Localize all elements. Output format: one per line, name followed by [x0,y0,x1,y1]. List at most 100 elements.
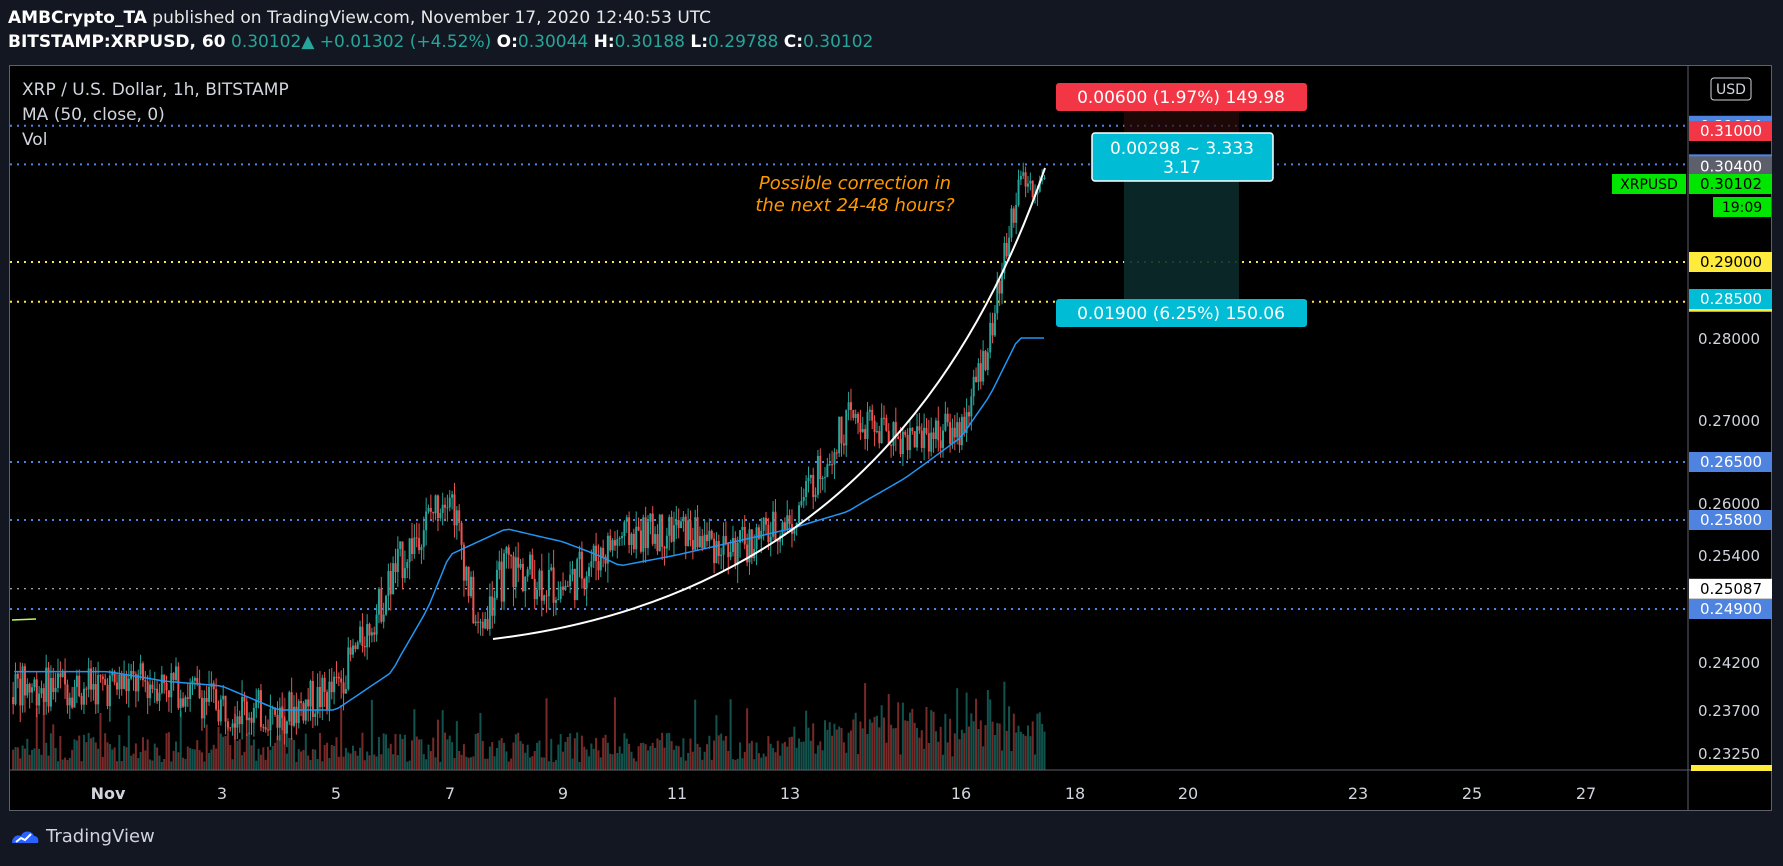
price-badge [1689,289,1772,309]
candle-body [375,614,378,635]
candle-body [651,513,654,544]
legend-vol[interactable]: Vol [22,130,48,150]
volume-bar [793,726,796,770]
volume-bar [87,732,90,770]
volume-bar [370,699,373,770]
volume-bar [418,739,421,770]
candle-body [198,682,201,698]
candle-body [807,477,810,482]
candle-body [519,563,522,568]
volume-bar [255,760,258,770]
candle-body [427,507,430,512]
candle-body [477,621,480,623]
volume-bar [377,737,380,770]
correction-annotation[interactable]: Possible correction in the next 24-48 ho… [740,173,970,217]
volume-bar [845,752,848,770]
volume-bar [278,734,281,770]
candle-body [415,537,418,539]
candle-body [750,529,753,559]
candle-body [930,432,933,452]
candle-body [616,539,619,546]
volume-bar [809,740,812,770]
legend-title[interactable]: XRP / U.S. Dollar, 1h, BITSTAMP [22,80,289,100]
volume-bar [436,719,439,770]
volume-bar [146,739,149,770]
volume-bar [191,749,194,770]
volume-bar [307,755,310,770]
candle-body [285,721,288,734]
candle-body [897,436,900,439]
volume-bar [361,732,364,770]
volume-bar [908,712,911,770]
candle-body [960,416,963,446]
candle-body [250,717,253,723]
candle-body [1041,179,1044,181]
volume-bar [762,753,765,770]
volume-bar [925,707,928,770]
volume-bar [300,751,303,770]
footer-brand[interactable]: TradingView [10,826,155,847]
volume-bar [753,759,756,770]
volume-bar [812,723,815,770]
legend-ma[interactable]: MA (50, close, 0) [22,105,165,125]
candle-body [262,726,265,728]
candle-body [14,673,17,705]
volume-bar [913,722,916,770]
volume-bar [231,759,234,770]
volume-bar [151,760,154,770]
candle-body [852,409,855,418]
volume-bar [153,743,156,770]
volume-bar [547,761,550,770]
chart-panel[interactable] [9,65,1772,811]
publisher-name[interactable]: AMBCrypto_TA [8,8,147,28]
volume-bar [828,722,831,770]
volume-bar [576,732,579,770]
candle-body [410,538,413,555]
volume-bar [241,755,244,770]
candle-body [672,525,675,542]
candle-body [54,687,57,693]
candle-body [545,595,548,597]
price-badge [1689,121,1772,141]
candle-body [156,688,159,702]
candle-body [118,674,121,690]
candle-body [366,624,369,648]
candle-body [21,666,24,706]
volume-bar [769,743,772,770]
candle-body [80,696,83,705]
candle-body [1010,208,1013,238]
volume-bar [672,749,675,770]
ratio-label-2: 3.17 [1163,158,1201,178]
x-tick-label: 18 [1065,784,1085,803]
high-label: H: [593,32,615,52]
candle-body [713,538,716,564]
volume-bar [698,747,701,770]
volume-bar [316,759,319,770]
candle-body [533,578,536,600]
volume-bar [916,728,919,770]
volume-bar [635,761,638,770]
candle-body [724,536,727,544]
green-marker-line [11,618,37,621]
candle-body [958,422,961,446]
volume-bar [665,733,668,770]
candle-body [715,541,718,564]
volume-bar [979,720,982,770]
candle-body [1001,273,1004,294]
volume-bar [1043,731,1046,770]
candle-body [873,420,876,432]
volume-bar [453,757,456,770]
volume-bar [776,740,779,770]
candle-body [861,429,864,433]
candle-body [826,464,829,478]
volume-bar [203,761,206,770]
volume-bar [906,720,909,770]
volume-bar [1019,731,1022,770]
candle-body [328,681,331,710]
candle-body [394,563,397,573]
volume-bar [510,758,513,770]
volume-bar [356,755,359,770]
candle-body [932,432,935,439]
candle-body [531,554,534,579]
